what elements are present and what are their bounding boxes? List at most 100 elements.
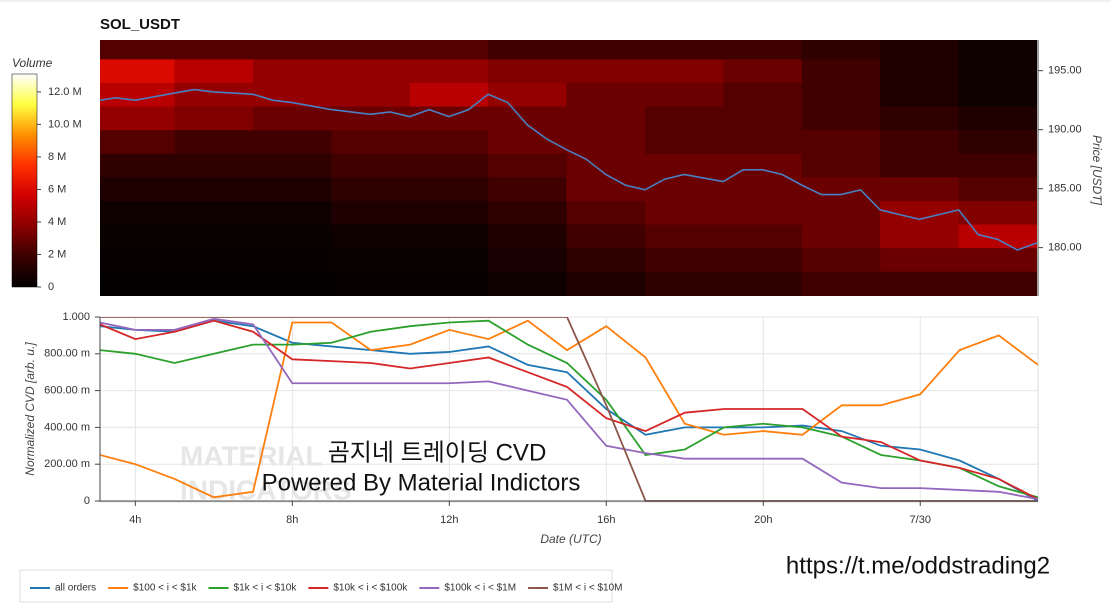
y-axis-label: Normalized CVD [arb. u.]	[23, 342, 37, 476]
colorbar-tick-label: 6 M	[48, 183, 66, 195]
heatmap-cell	[880, 129, 960, 154]
heatmap-cell	[488, 271, 568, 296]
colorbar-label: Volume	[12, 56, 53, 70]
heatmap-cell	[488, 129, 568, 154]
heatmap-cell	[644, 224, 724, 249]
heatmap-cell	[488, 224, 568, 249]
heatmap-cell	[801, 58, 881, 83]
y-tick-label: 200.00 m	[44, 458, 90, 470]
heatmap-cell	[100, 247, 175, 272]
heatmap-cell	[566, 82, 646, 107]
heatmap-cell	[174, 58, 254, 83]
heatmap-cell	[174, 82, 254, 107]
heatmap-cell	[723, 224, 803, 249]
heatmap-cell	[174, 106, 254, 131]
heatmap-cell	[958, 247, 1037, 272]
heatmap-cell	[100, 106, 175, 131]
heatmap-cell	[488, 176, 568, 201]
heatmap-cell	[880, 106, 960, 131]
heatmap-cell	[723, 271, 803, 296]
heatmap-cell	[252, 224, 332, 249]
heatmap-cell	[723, 247, 803, 272]
heatmap-cell	[723, 200, 803, 225]
heatmap-cell	[644, 176, 724, 201]
heatmap-cell	[723, 176, 803, 201]
heatmap-cell	[100, 58, 175, 83]
heatmap-cell	[331, 271, 411, 296]
heatmap-cell	[331, 106, 411, 131]
heatmap-cell	[880, 40, 960, 60]
heatmap-cell	[880, 271, 960, 296]
cvd-line	[100, 319, 1038, 499]
colorbar-tick-label: 8 M	[48, 151, 66, 163]
heatmap-cell	[958, 224, 1037, 249]
heatmap-cell	[100, 176, 175, 201]
heatmap-cell	[409, 58, 489, 83]
heatmap-cell	[958, 200, 1037, 225]
heatmap-cell	[331, 82, 411, 107]
colorbar-tick-label: 2 M	[48, 248, 66, 260]
heatmap-cell	[331, 58, 411, 83]
cvd-line	[100, 317, 1038, 501]
x-tick-label: 20h	[754, 514, 772, 526]
heatmap-cell	[174, 200, 254, 225]
watermark: MATERIAL INDICATORS	[180, 440, 352, 505]
y-tick-label: 800.00 m	[44, 348, 90, 360]
legend-label: $1k < i < $10k	[234, 583, 298, 594]
heatmap-cell	[644, 106, 724, 131]
cvd-line	[100, 319, 1038, 502]
heatmap-cell	[958, 82, 1037, 107]
heatmap-cell	[958, 106, 1037, 131]
heatmap-cell	[566, 224, 646, 249]
watermark-text: MATERIAL	[180, 440, 323, 471]
heatmap-cell	[880, 82, 960, 107]
heatmap-cell	[409, 153, 489, 178]
heatmap-cell	[409, 271, 489, 296]
heatmap-cell	[331, 153, 411, 178]
heatmap-cell	[100, 153, 175, 178]
heatmap	[100, 40, 1037, 296]
heatmap-cell	[723, 129, 803, 154]
price-layer	[100, 88, 1037, 251]
heatmap-cell	[566, 153, 646, 178]
y-tick-label: 400.00 m	[44, 421, 90, 433]
chart-title: SOL_USDT	[100, 16, 180, 33]
heatmap-cell	[644, 271, 724, 296]
heatmap-cell	[331, 129, 411, 154]
heatmap-cell	[100, 271, 175, 296]
legend-label: $10k < i < $100k	[333, 583, 408, 594]
heatmap-cell	[174, 176, 254, 201]
colorbar-gradient	[11, 73, 38, 288]
y-tick-label: 1.000	[62, 311, 90, 323]
heatmap-cell	[880, 176, 960, 201]
price-axis: 180.00 185.00 190.00 195.00	[1037, 40, 1082, 296]
price-line	[100, 88, 1037, 251]
heatmap-cell	[174, 129, 254, 154]
heatmap-cell	[409, 224, 489, 249]
heatmap-cell	[100, 40, 175, 60]
heatmap-cell	[958, 129, 1037, 154]
heatmap-cell	[801, 247, 881, 272]
colorbar-tick-label: 12.0 M	[48, 86, 82, 98]
y-tick-label: 185.00	[1048, 183, 1082, 195]
heatmap-cell	[723, 82, 803, 107]
heatmap-cell	[488, 82, 568, 107]
y-tick-label: 190.00	[1048, 124, 1082, 136]
heatmap-cell	[958, 176, 1037, 201]
heatmap-cell	[801, 224, 881, 249]
heatmap-cell	[252, 247, 332, 272]
heatmap-cell	[409, 106, 489, 131]
heatmap-cell	[174, 153, 254, 178]
heatmap-cell	[488, 247, 568, 272]
heatmap-cell	[252, 153, 332, 178]
heatmap-cell	[331, 40, 411, 60]
heatmap-cell	[174, 271, 254, 296]
cvd-axes: 0 200.00 m 400.00 m 600.00 m 800.00 m 1.000 4h…	[44, 311, 1038, 526]
heatmap-cell	[644, 40, 724, 60]
y-axis-label: Price [USDT]	[1090, 135, 1104, 206]
watermark-text: INDICATORS	[180, 474, 352, 505]
colorbar-tick-label: 10.0 M	[48, 118, 82, 130]
link[interactable]: https://t.me/oddstrading2	[786, 552, 1050, 579]
heatmap-cell	[252, 129, 332, 154]
heatmap-cell	[566, 58, 646, 83]
